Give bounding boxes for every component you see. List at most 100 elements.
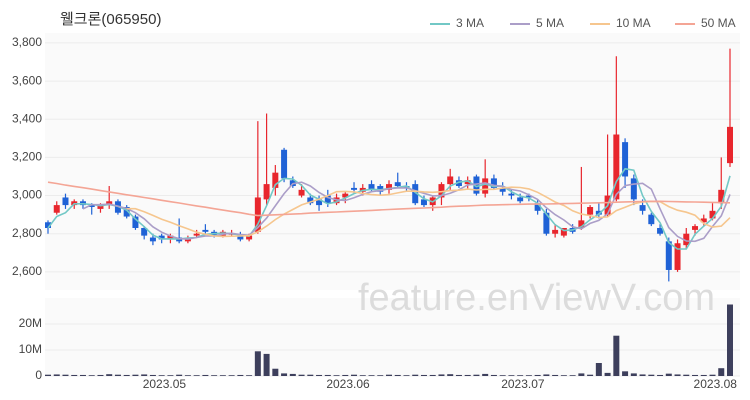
volume-bar — [272, 368, 279, 376]
volume-bar — [534, 374, 541, 376]
y-tick-label: 3,000 — [12, 188, 42, 202]
candle-body — [490, 178, 497, 188]
y-tick-label: 2,600 — [12, 264, 42, 278]
volume-bar — [394, 374, 401, 376]
volume-bar — [630, 373, 637, 376]
volume-bar — [193, 375, 200, 376]
y-tick-label: 10M — [19, 342, 42, 356]
volume-pane — [45, 298, 740, 376]
volume-bar — [149, 374, 156, 376]
y-tick-label: 3,400 — [12, 111, 42, 125]
candle-body — [394, 182, 401, 187]
candle-body — [97, 205, 104, 209]
candle-body — [342, 193, 349, 198]
candle-body — [62, 197, 69, 206]
volume-bar — [429, 374, 436, 376]
candle-body — [639, 205, 646, 211]
volume-bar — [158, 375, 165, 376]
candle-body — [202, 229, 209, 232]
volume-bar — [648, 374, 655, 376]
volume-bar — [342, 374, 349, 376]
candle-body — [648, 214, 655, 225]
legend-label: 5 MA — [536, 16, 564, 30]
candle-body — [683, 233, 690, 246]
candle-body — [254, 197, 261, 232]
volume-bar — [53, 374, 60, 376]
volume-bar — [97, 374, 104, 376]
volume-bar — [490, 374, 497, 376]
candle-body — [386, 184, 392, 190]
volume-bar — [420, 374, 427, 376]
volume-bar — [307, 374, 314, 376]
candle-body — [622, 142, 629, 177]
volume-bar — [202, 374, 209, 376]
candle-body — [700, 218, 707, 223]
candle-body — [123, 207, 130, 217]
candle-body — [298, 189, 305, 196]
x-tick-label: 2023.06 — [326, 377, 370, 391]
candle-body — [149, 237, 156, 242]
volume-bar — [237, 374, 244, 376]
candle-body — [263, 184, 270, 200]
candle-body — [482, 178, 489, 194]
candle-body — [709, 210, 716, 219]
volume-bar — [368, 375, 375, 376]
x-tick-label: 2023.08 — [694, 377, 738, 391]
candle-body — [237, 235, 244, 240]
volume-bar — [289, 373, 296, 376]
volume-bar — [517, 375, 524, 376]
volume-bar — [228, 375, 235, 376]
candle-body — [246, 235, 253, 240]
volume-bar — [106, 374, 113, 376]
candle-body — [543, 212, 550, 234]
legend-label: 3 MA — [456, 16, 484, 30]
candle-body — [464, 180, 471, 185]
volume-bar — [569, 375, 576, 376]
candle-body — [534, 203, 541, 211]
volume-bar — [167, 375, 174, 376]
candle-body — [595, 210, 602, 215]
candle-body — [587, 207, 594, 215]
candle-body — [158, 235, 165, 240]
candle-body — [727, 126, 733, 164]
legend-label: 50 MA — [701, 16, 736, 30]
volume-bar — [132, 374, 139, 376]
volume-bar — [604, 372, 611, 376]
volume-bar — [438, 374, 445, 376]
candle-body — [368, 184, 375, 190]
candle-body — [45, 222, 51, 228]
volume-bar — [114, 374, 121, 376]
volume-bar — [71, 374, 78, 376]
candle-body — [499, 187, 506, 192]
candle-body — [272, 172, 279, 188]
volume-bar — [386, 374, 392, 376]
volume-bar — [447, 374, 454, 376]
volume-bar — [316, 374, 323, 376]
volume-bar — [263, 353, 270, 376]
candle-body — [447, 176, 454, 185]
candle-body — [630, 178, 637, 200]
candle-body — [473, 176, 480, 194]
volume-bar — [473, 374, 480, 376]
volume-bar — [727, 304, 733, 376]
candle-body — [420, 199, 427, 206]
candle-body — [351, 187, 358, 190]
y-tick-label: 3,600 — [12, 73, 42, 87]
volume-bar — [403, 375, 410, 376]
y-tick-label: 0 — [35, 368, 42, 382]
candle-body — [657, 227, 664, 234]
candle-body — [53, 205, 60, 213]
candle-body — [132, 216, 139, 228]
ma-line — [126, 186, 731, 238]
volume-bar — [88, 375, 95, 376]
legend-label: 10 MA — [616, 16, 651, 30]
volume-bar — [482, 373, 489, 376]
candle-body — [692, 226, 699, 230]
volume-bar — [508, 375, 515, 376]
candle-body — [552, 229, 559, 234]
candle-body — [167, 235, 174, 240]
volume-bar — [254, 351, 261, 376]
candle-body — [560, 227, 567, 236]
candle-body — [525, 195, 532, 198]
volume-bar — [219, 375, 226, 376]
